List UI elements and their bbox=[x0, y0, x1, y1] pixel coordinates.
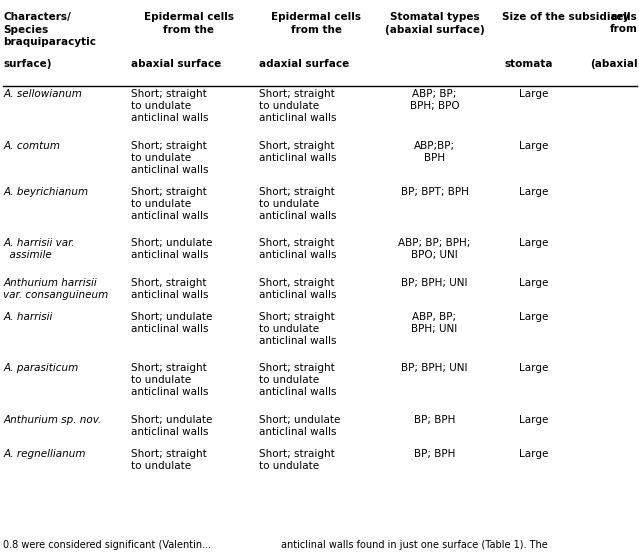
Text: stomata: stomata bbox=[505, 59, 553, 69]
Text: 0.8 were considered significant (Valentin...: 0.8 were considered significant (Valenti… bbox=[3, 540, 212, 550]
Text: (abaxial: (abaxial bbox=[590, 59, 638, 69]
Text: BP; BPH: BP; BPH bbox=[414, 415, 455, 424]
Text: BP; BPH: BP; BPH bbox=[414, 449, 455, 459]
Text: Large: Large bbox=[519, 187, 548, 197]
Text: A. regnellianum: A. regnellianum bbox=[3, 449, 86, 459]
Text: Anthurium sp. nov.: Anthurium sp. nov. bbox=[3, 415, 102, 424]
Text: BP; BPH; UNI: BP; BPH; UNI bbox=[401, 363, 468, 373]
Text: Short; straight
to undulate: Short; straight to undulate bbox=[259, 449, 335, 471]
Text: A. harrisii var.
  assimile: A. harrisii var. assimile bbox=[3, 238, 75, 260]
Text: Short; straight
to undulate
anticlinal walls: Short; straight to undulate anticlinal w… bbox=[131, 187, 208, 221]
Text: Short, straight
anticlinal walls: Short, straight anticlinal walls bbox=[259, 141, 336, 163]
Text: Short; straight
to undulate
anticlinal walls: Short; straight to undulate anticlinal w… bbox=[259, 89, 336, 124]
Text: Short, straight
anticlinal walls: Short, straight anticlinal walls bbox=[259, 238, 336, 260]
Text: Epidermal cells
from the: Epidermal cells from the bbox=[144, 12, 233, 35]
Text: Large: Large bbox=[519, 363, 548, 373]
Text: Large: Large bbox=[519, 89, 548, 99]
Text: abaxial surface: abaxial surface bbox=[131, 59, 221, 69]
Text: BP; BPH; UNI: BP; BPH; UNI bbox=[401, 278, 468, 288]
Text: Short; undulate
anticlinal walls: Short; undulate anticlinal walls bbox=[131, 415, 212, 437]
Text: Large: Large bbox=[519, 141, 548, 151]
Text: Short; straight
to undulate
anticlinal walls: Short; straight to undulate anticlinal w… bbox=[259, 187, 336, 221]
Text: Large: Large bbox=[519, 278, 548, 288]
Text: Short, straight
anticlinal walls: Short, straight anticlinal walls bbox=[131, 278, 208, 300]
Text: from: from bbox=[610, 24, 638, 34]
Text: Stomatal types
(abaxial surface): Stomatal types (abaxial surface) bbox=[385, 12, 484, 35]
Text: anticlinal walls found in just one surface (Table 1). The: anticlinal walls found in just one surfa… bbox=[281, 540, 548, 550]
Text: Short, straight
anticlinal walls: Short, straight anticlinal walls bbox=[259, 278, 336, 300]
Text: Short; straight
to undulate
anticlinal walls: Short; straight to undulate anticlinal w… bbox=[131, 89, 208, 124]
Text: surface): surface) bbox=[3, 59, 52, 69]
Text: A. parasiticum: A. parasiticum bbox=[3, 363, 79, 373]
Text: Large: Large bbox=[519, 312, 548, 322]
Text: Large: Large bbox=[519, 238, 548, 248]
Text: ABP;BP;
BPH: ABP;BP; BPH bbox=[414, 141, 455, 163]
Text: Large: Large bbox=[519, 449, 548, 459]
Text: Short; undulate
anticlinal walls: Short; undulate anticlinal walls bbox=[259, 415, 340, 437]
Text: A. beyrichianum: A. beyrichianum bbox=[3, 187, 88, 197]
Text: Epidermal cells
from the: Epidermal cells from the bbox=[272, 12, 361, 35]
Text: adaxial surface: adaxial surface bbox=[259, 59, 349, 69]
Text: BP; BPT; BPH: BP; BPT; BPH bbox=[401, 187, 468, 197]
Text: Short; straight
to undulate
anticlinal walls: Short; straight to undulate anticlinal w… bbox=[259, 363, 336, 397]
Text: ABP, BP;
BPH; UNI: ABP, BP; BPH; UNI bbox=[412, 312, 458, 334]
Text: Anthurium harrisii
var. consanguineum: Anthurium harrisii var. consanguineum bbox=[3, 278, 109, 300]
Text: Short; undulate
anticlinal walls: Short; undulate anticlinal walls bbox=[131, 312, 212, 334]
Text: Short; straight
to undulate
anticlinal walls: Short; straight to undulate anticlinal w… bbox=[131, 363, 208, 397]
Text: A. sellowianum: A. sellowianum bbox=[3, 89, 82, 99]
Text: ABP; BP;
BPH; BPO: ABP; BP; BPH; BPO bbox=[410, 89, 459, 112]
Text: cells: cells bbox=[611, 12, 638, 22]
Text: Short; straight
to undulate
anticlinal walls: Short; straight to undulate anticlinal w… bbox=[259, 312, 336, 346]
Text: Short; straight
to undulate
anticlinal walls: Short; straight to undulate anticlinal w… bbox=[131, 141, 208, 175]
Text: Large: Large bbox=[519, 415, 548, 424]
Text: A. harrisii: A. harrisii bbox=[3, 312, 52, 322]
Text: A. comtum: A. comtum bbox=[3, 141, 60, 151]
Text: ABP; BP; BPH;
BPO; UNI: ABP; BP; BPH; BPO; UNI bbox=[398, 238, 471, 260]
Text: Short; straight
to undulate: Short; straight to undulate bbox=[131, 449, 207, 471]
Text: Size of the subsidiary: Size of the subsidiary bbox=[502, 12, 629, 22]
Text: Short; undulate
anticlinal walls: Short; undulate anticlinal walls bbox=[131, 238, 212, 260]
Text: Characters/
Species
braquiparacytic: Characters/ Species braquiparacytic bbox=[3, 12, 96, 47]
